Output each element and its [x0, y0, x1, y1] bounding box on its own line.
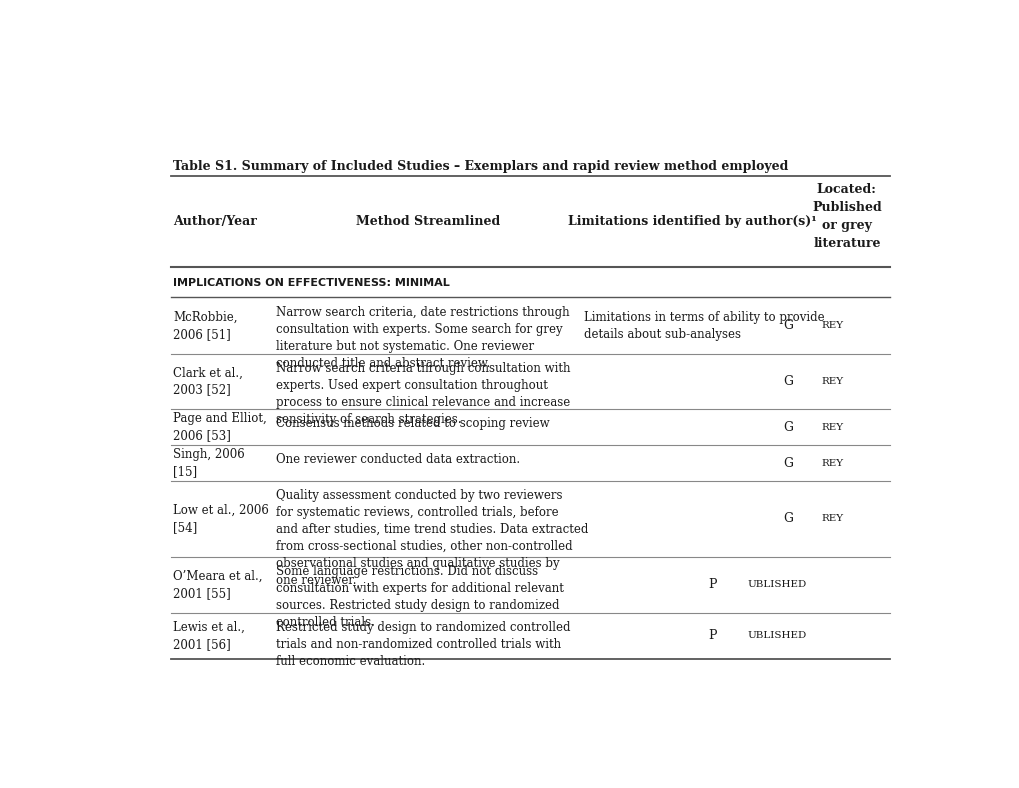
Text: REY: REY — [821, 423, 844, 432]
Text: Restricted study design to randomized controlled
trials and non-randomized contr: Restricted study design to randomized co… — [276, 621, 570, 667]
Text: G: G — [782, 319, 792, 333]
Text: IMPLICATIONS ON EFFECTIVENESS: MINIMAL: IMPLICATIONS ON EFFECTIVENESS: MINIMAL — [173, 278, 449, 288]
Text: REY: REY — [821, 322, 844, 330]
Text: O’Meara et al.,
2001 [55]: O’Meara et al., 2001 [55] — [173, 570, 263, 600]
Text: G: G — [782, 375, 792, 388]
Text: REY: REY — [821, 377, 844, 386]
Text: G: G — [782, 512, 792, 526]
Text: Limitations identified by author(s)¹: Limitations identified by author(s)¹ — [568, 215, 816, 229]
Text: Singh, 2006
[15]: Singh, 2006 [15] — [173, 448, 245, 478]
Text: UBLISHED: UBLISHED — [747, 580, 806, 589]
Text: Some language restrictions. Did not discuss
consultation with experts for additi: Some language restrictions. Did not disc… — [276, 565, 564, 629]
Text: Clark et al.,
2003 [52]: Clark et al., 2003 [52] — [173, 366, 243, 396]
Text: McRobbie,
2006 [51]: McRobbie, 2006 [51] — [173, 310, 237, 340]
Text: G: G — [782, 457, 792, 470]
Text: G: G — [782, 421, 792, 434]
Text: UBLISHED: UBLISHED — [747, 631, 806, 640]
Text: REY: REY — [821, 459, 844, 467]
Text: Lewis et al.,
2001 [56]: Lewis et al., 2001 [56] — [173, 621, 245, 651]
Text: Table S1. Summary of Included Studies – Exemplars and rapid review method employ: Table S1. Summary of Included Studies – … — [173, 161, 788, 173]
Text: Method Streamlined: Method Streamlined — [356, 215, 499, 229]
Text: Low et al., 2006
[54]: Low et al., 2006 [54] — [173, 504, 269, 534]
Text: P: P — [708, 578, 716, 591]
Text: Quality assessment conducted by two reviewers
for systematic reviews, controlled: Quality assessment conducted by two revi… — [276, 489, 588, 587]
Text: Consensus methods related to scoping review: Consensus methods related to scoping rev… — [276, 418, 549, 430]
Text: REY: REY — [821, 515, 844, 523]
Text: Page and Elliot,
2006 [53]: Page and Elliot, 2006 [53] — [173, 412, 267, 442]
Text: P: P — [708, 629, 716, 642]
Text: Limitations in terms of ability to provide
details about sub-analyses: Limitations in terms of ability to provi… — [584, 310, 824, 340]
Text: One reviewer conducted data extraction.: One reviewer conducted data extraction. — [276, 453, 520, 466]
Text: Author/Year: Author/Year — [173, 215, 257, 229]
Text: Located:
Published
or grey
literature: Located: Published or grey literature — [811, 183, 880, 250]
Text: Narrow search criteria through consultation with
experts. Used expert consultati: Narrow search criteria through consultat… — [276, 362, 570, 426]
Text: Narrow search criteria, date restrictions through
consultation with experts. Som: Narrow search criteria, date restriction… — [276, 306, 570, 370]
